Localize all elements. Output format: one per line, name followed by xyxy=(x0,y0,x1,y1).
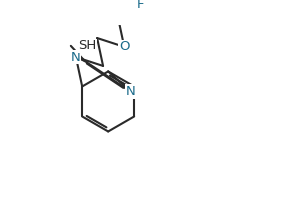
Text: SH: SH xyxy=(78,39,96,52)
Text: N: N xyxy=(126,85,135,98)
Text: N: N xyxy=(71,51,81,64)
Text: O: O xyxy=(119,40,130,53)
Text: F: F xyxy=(137,0,145,11)
